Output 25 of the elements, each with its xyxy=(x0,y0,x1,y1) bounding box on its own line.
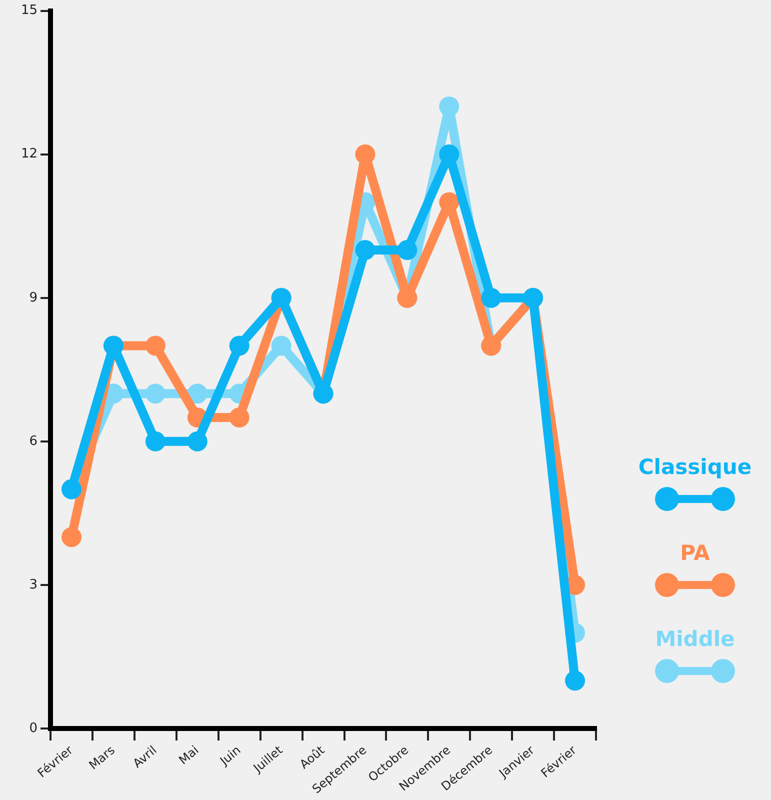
point xyxy=(565,670,586,691)
point xyxy=(145,336,166,356)
point xyxy=(355,240,376,260)
y-tick-label: 12 xyxy=(20,146,38,162)
point xyxy=(355,144,376,164)
point xyxy=(145,431,166,452)
point xyxy=(439,96,460,116)
point xyxy=(229,408,250,428)
y-tick-label: 15 xyxy=(20,3,38,18)
y-tick-label: 0 xyxy=(29,720,38,736)
y-tick-label: 6 xyxy=(29,434,38,449)
y-tick-label: 3 xyxy=(29,577,38,592)
point xyxy=(397,240,418,260)
text: Classique xyxy=(638,455,752,479)
point xyxy=(229,336,250,356)
point xyxy=(481,288,502,308)
text: PA xyxy=(680,541,710,565)
y-tick-label: 9 xyxy=(29,290,38,306)
point xyxy=(145,384,166,404)
point xyxy=(271,336,292,356)
point xyxy=(187,431,208,452)
x-tick-label: Mai xyxy=(176,742,202,768)
point xyxy=(187,384,208,404)
point xyxy=(62,527,82,548)
text: Middle xyxy=(655,627,735,651)
